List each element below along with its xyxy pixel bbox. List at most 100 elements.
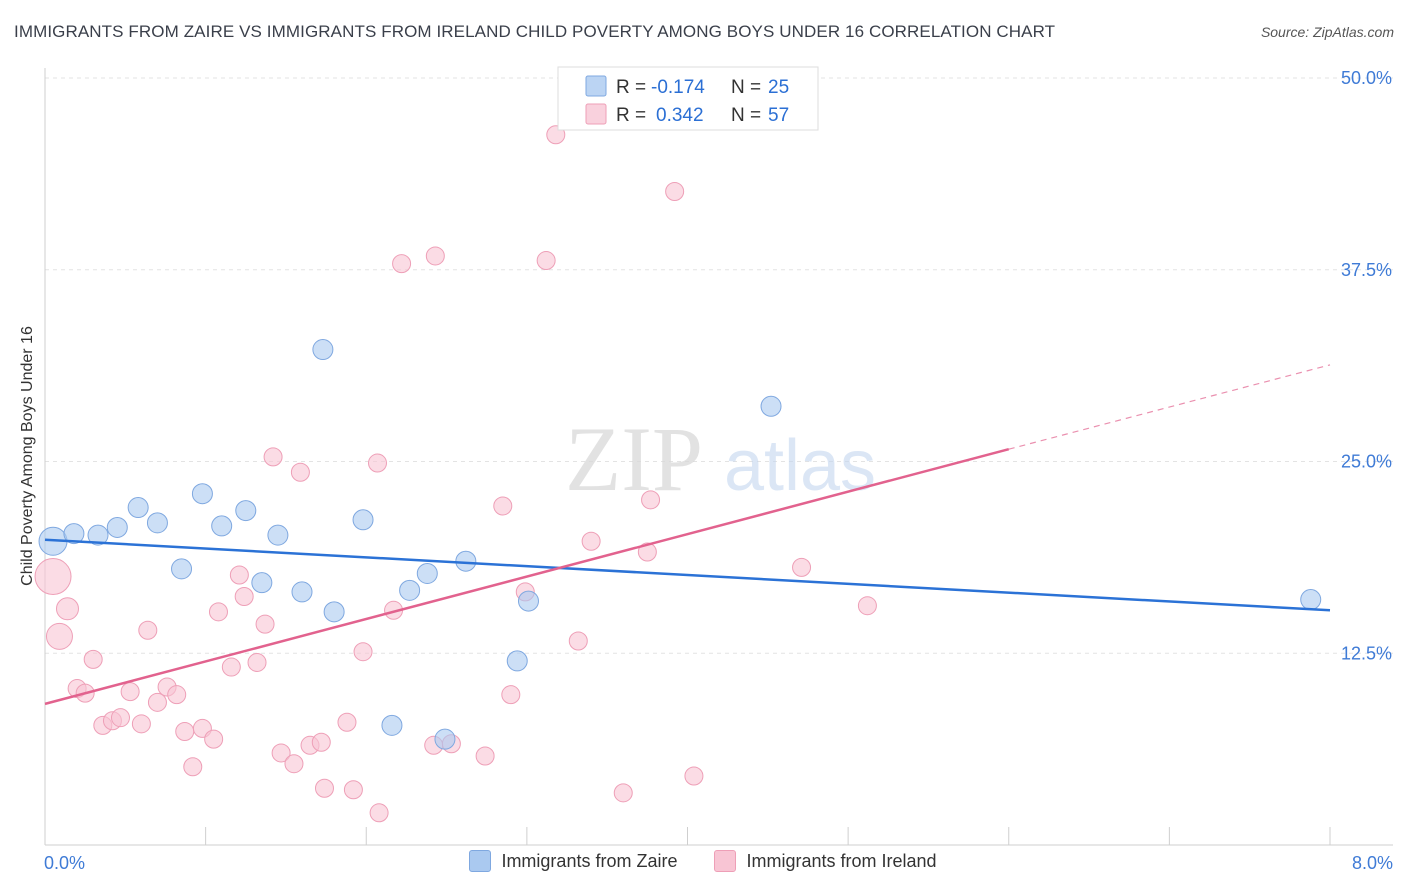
legend-n-label-zaire: N = [731, 77, 761, 98]
ireland-point [392, 254, 412, 274]
ireland-point [167, 685, 187, 705]
legend-n-value-zaire: 25 [768, 77, 789, 98]
ireland-point [229, 565, 249, 585]
x-tick-label-min: 0.0% [44, 853, 85, 873]
ireland-point [204, 729, 224, 749]
legend-swatch-ireland [714, 850, 737, 872]
ireland-point [147, 692, 167, 712]
ireland-point [255, 614, 275, 634]
trend-lines [44, 364, 1331, 706]
y-tick-label: 25.0% [1341, 452, 1392, 472]
ireland-point [55, 597, 79, 621]
ireland-point [290, 462, 310, 482]
zaire-point [235, 500, 257, 522]
ireland-point [792, 557, 812, 577]
zaire-point [291, 581, 313, 603]
legend-swatch-ireland [585, 103, 607, 125]
zaire-point [517, 590, 539, 612]
x-tick-label-max: 8.0% [1352, 853, 1393, 873]
ireland-point [613, 783, 633, 803]
zaire-point [352, 509, 374, 531]
ireland-point [641, 490, 661, 510]
legend-swatch-zaire [585, 75, 607, 97]
ireland-point [221, 657, 241, 677]
y-tick-label: 50.0% [1341, 68, 1392, 88]
zaire-point [87, 524, 109, 546]
stats-legend: R = -0.174 N = 25 R = 0.342 N = 57 [557, 66, 819, 131]
zaire-point [323, 601, 345, 623]
ireland-point [247, 652, 267, 672]
chart-source: Source: ZipAtlas.com [1260, 24, 1394, 40]
data-points [34, 125, 1322, 823]
zaire-point [416, 562, 438, 584]
zaire-point [211, 515, 233, 537]
ireland-point [314, 778, 334, 798]
trend-line-ireland [44, 448, 1010, 706]
y-tick-label: 12.5% [1341, 643, 1392, 663]
ireland-point [284, 754, 304, 774]
ireland-point [138, 620, 158, 640]
ireland-point [110, 708, 130, 728]
trend-line-zaire [44, 538, 1331, 612]
ireland-point [183, 757, 203, 777]
ireland-point [501, 685, 521, 705]
ireland-point [353, 642, 373, 662]
ireland-point [857, 596, 877, 616]
ireland-point [425, 246, 445, 266]
legend-r-label-ireland: R = [616, 105, 646, 126]
ireland-point [536, 251, 556, 271]
ireland-point [208, 602, 228, 622]
ireland-point [665, 182, 685, 202]
legend-label-zaire: Immigrants from Zaire [501, 850, 678, 871]
zaire-point [1300, 589, 1322, 611]
zaire-point [434, 728, 456, 750]
ireland-point [120, 682, 140, 702]
ireland-point [263, 447, 283, 467]
ireland-point [337, 712, 357, 732]
ireland-point [234, 586, 254, 606]
zaire-point [127, 497, 149, 519]
ireland-point [493, 496, 513, 516]
ireland-point [45, 622, 73, 650]
legend-r-value-zaire: -0.174 [651, 77, 705, 98]
legend-label-ireland: Immigrants from Ireland [746, 850, 937, 871]
ireland-point [684, 766, 704, 786]
zaire-point [381, 714, 403, 736]
zaire-point [171, 558, 193, 580]
ireland-point [637, 542, 657, 562]
zaire-point [760, 395, 782, 417]
legend-n-value-ireland: 57 [768, 105, 789, 126]
ireland-point [271, 743, 291, 763]
legend-item-zaire: Immigrants from Zaire [469, 850, 677, 872]
watermark-zip: ZIP [565, 408, 703, 510]
tick-labels: 12.5% 25.0% 37.5% 50.0% 0.0% 8.0% [44, 68, 1393, 873]
ireland-point [343, 780, 363, 800]
ireland-point [367, 453, 387, 473]
zaire-point [191, 483, 213, 505]
y-tick-label: 37.5% [1341, 260, 1392, 280]
legend-r-value-ireland: 0.342 [656, 105, 704, 126]
ireland-point [475, 746, 495, 766]
ireland-point [131, 714, 151, 734]
zaire-point [251, 572, 273, 594]
ireland-point [369, 803, 389, 823]
zaire-point [63, 523, 85, 545]
zaire-point [312, 339, 334, 361]
zaire-point [506, 650, 528, 672]
zaire-point [267, 524, 289, 546]
ireland-point [83, 649, 103, 669]
series-legend: Immigrants from Zaire Immigrants from Ir… [0, 850, 1406, 877]
gridlines [45, 77, 1393, 654]
zaire-point [106, 516, 128, 538]
watermark-atlas: atlas [724, 426, 876, 506]
chart-title: IMMIGRANTS FROM ZAIRE VS IMMIGRANTS FROM… [14, 22, 1056, 41]
trend-line-ireland-extension [1008, 364, 1331, 450]
zaire-point [399, 579, 421, 601]
zaire-point [146, 512, 168, 534]
ireland-point [581, 531, 601, 551]
ireland-point [34, 558, 72, 596]
legend-n-label-ireland: N = [731, 105, 761, 126]
ireland-point [311, 732, 331, 752]
legend-r-label-zaire: R = [616, 77, 646, 98]
ireland-point [568, 631, 588, 651]
